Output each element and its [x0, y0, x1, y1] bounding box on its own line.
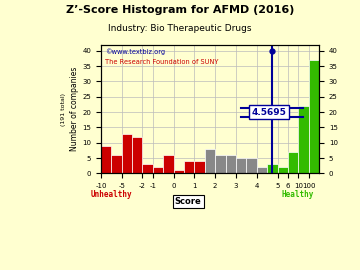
- Bar: [246, 158, 257, 174]
- Bar: [194, 161, 205, 174]
- Bar: [278, 167, 288, 174]
- Bar: [215, 155, 226, 174]
- Text: Industry: Bio Therapeutic Drugs: Industry: Bio Therapeutic Drugs: [108, 24, 252, 33]
- Bar: [132, 137, 143, 174]
- Bar: [101, 146, 111, 174]
- Text: Unhealthy: Unhealthy: [91, 190, 132, 199]
- Bar: [143, 164, 153, 174]
- Bar: [163, 155, 174, 174]
- Text: Healthy: Healthy: [281, 190, 314, 199]
- Bar: [236, 158, 246, 174]
- Bar: [184, 161, 194, 174]
- Bar: [174, 170, 184, 174]
- Bar: [226, 155, 236, 174]
- Bar: [267, 164, 278, 174]
- Bar: [309, 60, 319, 174]
- Text: Z’-Score Histogram for AFMD (2016): Z’-Score Histogram for AFMD (2016): [66, 5, 294, 15]
- Bar: [153, 167, 163, 174]
- Text: (191 total): (191 total): [61, 93, 66, 126]
- Bar: [205, 149, 215, 174]
- Bar: [122, 134, 132, 174]
- Bar: [288, 152, 298, 174]
- Text: 4.5695: 4.5695: [252, 108, 287, 117]
- Bar: [257, 167, 267, 174]
- Bar: [298, 106, 309, 174]
- Text: ©www.textbiz.org: ©www.textbiz.org: [105, 49, 165, 55]
- Text: The Research Foundation of SUNY: The Research Foundation of SUNY: [105, 59, 219, 65]
- Y-axis label: Number of companies: Number of companies: [71, 67, 80, 151]
- Text: Score: Score: [175, 197, 202, 206]
- Bar: [111, 155, 122, 174]
